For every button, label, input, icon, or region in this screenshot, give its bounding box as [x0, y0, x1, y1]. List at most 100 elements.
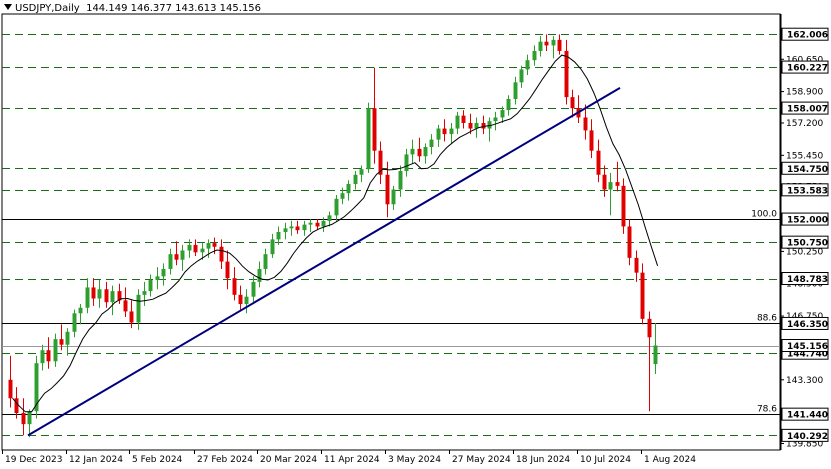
candle: [85, 278, 90, 314]
candle-body: [634, 257, 639, 273]
candle: [34, 355, 39, 419]
candle-body: [27, 411, 32, 425]
candle: [148, 274, 153, 297]
x-tick-label: 3 May 2024: [388, 455, 441, 465]
candle-body: [110, 291, 115, 303]
candle-body: [596, 150, 601, 175]
candle-body: [251, 281, 256, 297]
x-tick-label: 19 Dec 2023: [5, 455, 63, 465]
y-tick-label: 150.250: [786, 247, 823, 257]
candle: [506, 95, 511, 116]
candle: [104, 281, 109, 308]
candle: [110, 285, 115, 316]
candle: [621, 178, 626, 234]
candle-body: [608, 182, 613, 190]
candle-body: [564, 50, 569, 98]
candle: [576, 95, 581, 123]
candle: [366, 102, 371, 173]
symbol-dropdown-icon[interactable]: [4, 4, 12, 10]
candle: [532, 45, 537, 66]
candle: [251, 276, 256, 303]
level-box-frame: [781, 101, 829, 115]
x-tick-label: 10 Jul 2024: [580, 455, 631, 465]
candle: [46, 337, 51, 369]
fib-level-label: 100.0: [751, 210, 777, 220]
level-box-label: 140.292: [787, 432, 828, 442]
candle-body: [468, 123, 473, 129]
candle: [65, 328, 70, 356]
candle-body: [295, 226, 300, 231]
level-box-label: 146.350: [787, 320, 828, 330]
current-price-box: 145.156: [781, 339, 829, 353]
candle-body: [417, 148, 422, 157]
candle-body: [538, 41, 543, 51]
x-tick-label: 1 Aug 2024: [644, 455, 696, 465]
candle: [123, 287, 128, 317]
candle: [436, 124, 441, 148]
candle-body: [193, 244, 198, 253]
candle: [417, 137, 422, 162]
candle-body: [155, 276, 160, 281]
candle-body: [270, 239, 275, 255]
candle: [461, 110, 466, 129]
candle-body: [257, 268, 262, 282]
candle: [385, 161, 390, 218]
candle: [627, 219, 632, 266]
level-box-label: 150.750: [787, 239, 828, 249]
candle-body: [602, 174, 607, 190]
candle-body: [8, 379, 13, 399]
candle-body: [429, 139, 434, 148]
candle: [513, 76, 518, 105]
x-tick-label: 27 Feb 2024: [197, 455, 253, 465]
level-box-label: 148.783: [787, 275, 828, 285]
candle: [155, 267, 160, 290]
y-tick-label: 143.300: [786, 376, 823, 386]
candle: [493, 111, 498, 131]
candle-body: [519, 69, 524, 83]
candle-body: [289, 226, 294, 229]
level-box-frame: [781, 60, 829, 74]
candle-body: [551, 39, 556, 46]
level-price-box: 154.750: [781, 161, 829, 175]
candle: [321, 217, 326, 232]
candle-body: [442, 128, 447, 135]
candle: [59, 324, 64, 351]
level-price-box: 150.750: [781, 235, 829, 249]
candle-body: [14, 398, 19, 414]
level-box-frame: [781, 235, 829, 249]
y-tick-label: 158.900: [786, 88, 823, 98]
level-box-label: 144.740: [787, 350, 828, 360]
candle-body: [180, 250, 185, 260]
candle-body: [589, 130, 594, 151]
level-box-frame: [781, 161, 829, 175]
candle-body: [487, 121, 492, 129]
candle: [200, 243, 205, 260]
candle-body: [85, 287, 90, 308]
level-box-frame: [781, 183, 829, 197]
candle-body: [640, 272, 645, 319]
level-box-frame: [781, 407, 829, 421]
levels-layer: 100.0 88.6 78.6: [1, 13, 781, 451]
x-tick-label: 12 Jan 2024: [69, 455, 123, 465]
candle: [78, 304, 83, 325]
chart-header: USDJPY,Daily 144.149 146.377 143.613 145…: [4, 3, 261, 14]
candle-body: [398, 171, 403, 190]
candle: [142, 281, 147, 306]
trend-line: [27, 87, 621, 437]
level-box-label: 158.007: [787, 105, 828, 115]
symbol-label: USDJPY,Daily: [15, 3, 80, 14]
level-price-box: 158.007: [781, 101, 829, 115]
candle: [538, 36, 543, 57]
candle: [225, 250, 230, 290]
candle: [53, 333, 58, 367]
candle-body: [244, 296, 249, 305]
level-box-frame: [781, 428, 829, 442]
candle: [289, 220, 294, 236]
candle: [468, 113, 473, 135]
candle-body: [91, 287, 96, 299]
candle-body: [276, 232, 281, 240]
candle-body: [21, 413, 26, 425]
candle-body: [627, 226, 632, 258]
